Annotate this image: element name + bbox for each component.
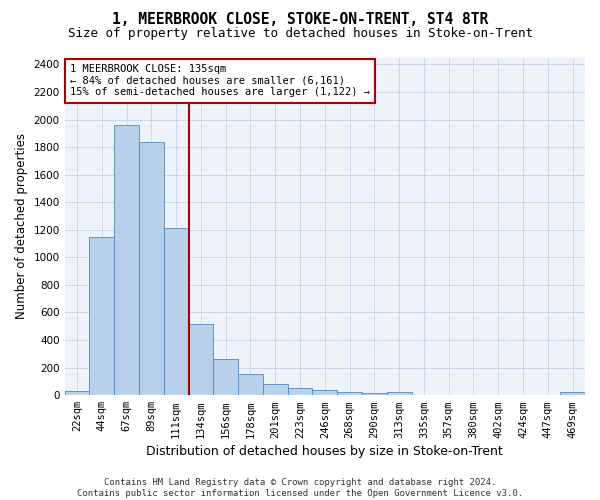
Bar	[65, 391, 89, 395]
Bar	[511, 394, 535, 395]
Bar	[89, 236, 114, 395]
Bar	[461, 394, 486, 395]
Text: 1, MEERBROOK CLOSE, STOKE-ON-TRENT, ST4 8TR: 1, MEERBROOK CLOSE, STOKE-ON-TRENT, ST4 …	[112, 12, 488, 28]
X-axis label: Distribution of detached houses by size in Stoke-on-Trent: Distribution of detached houses by size …	[146, 444, 503, 458]
Bar	[486, 394, 511, 395]
Bar	[313, 390, 337, 395]
Text: Size of property relative to detached houses in Stoke-on-Trent: Size of property relative to detached ho…	[67, 28, 533, 40]
Bar	[214, 358, 238, 395]
Bar	[412, 394, 436, 395]
Bar	[238, 374, 263, 395]
Bar	[337, 392, 362, 395]
Bar	[387, 392, 412, 395]
Bar	[287, 388, 313, 395]
Bar	[139, 142, 164, 395]
Bar	[263, 384, 287, 395]
Bar	[535, 394, 560, 395]
Bar	[114, 125, 139, 395]
Bar	[362, 393, 387, 395]
Text: Contains HM Land Registry data © Crown copyright and database right 2024.
Contai: Contains HM Land Registry data © Crown c…	[77, 478, 523, 498]
Bar	[164, 228, 188, 395]
Bar	[188, 324, 214, 395]
Y-axis label: Number of detached properties: Number of detached properties	[15, 134, 28, 320]
Bar	[560, 392, 585, 395]
Bar	[436, 394, 461, 395]
Text: 1 MEERBROOK CLOSE: 135sqm
← 84% of detached houses are smaller (6,161)
15% of se: 1 MEERBROOK CLOSE: 135sqm ← 84% of detac…	[70, 64, 370, 98]
